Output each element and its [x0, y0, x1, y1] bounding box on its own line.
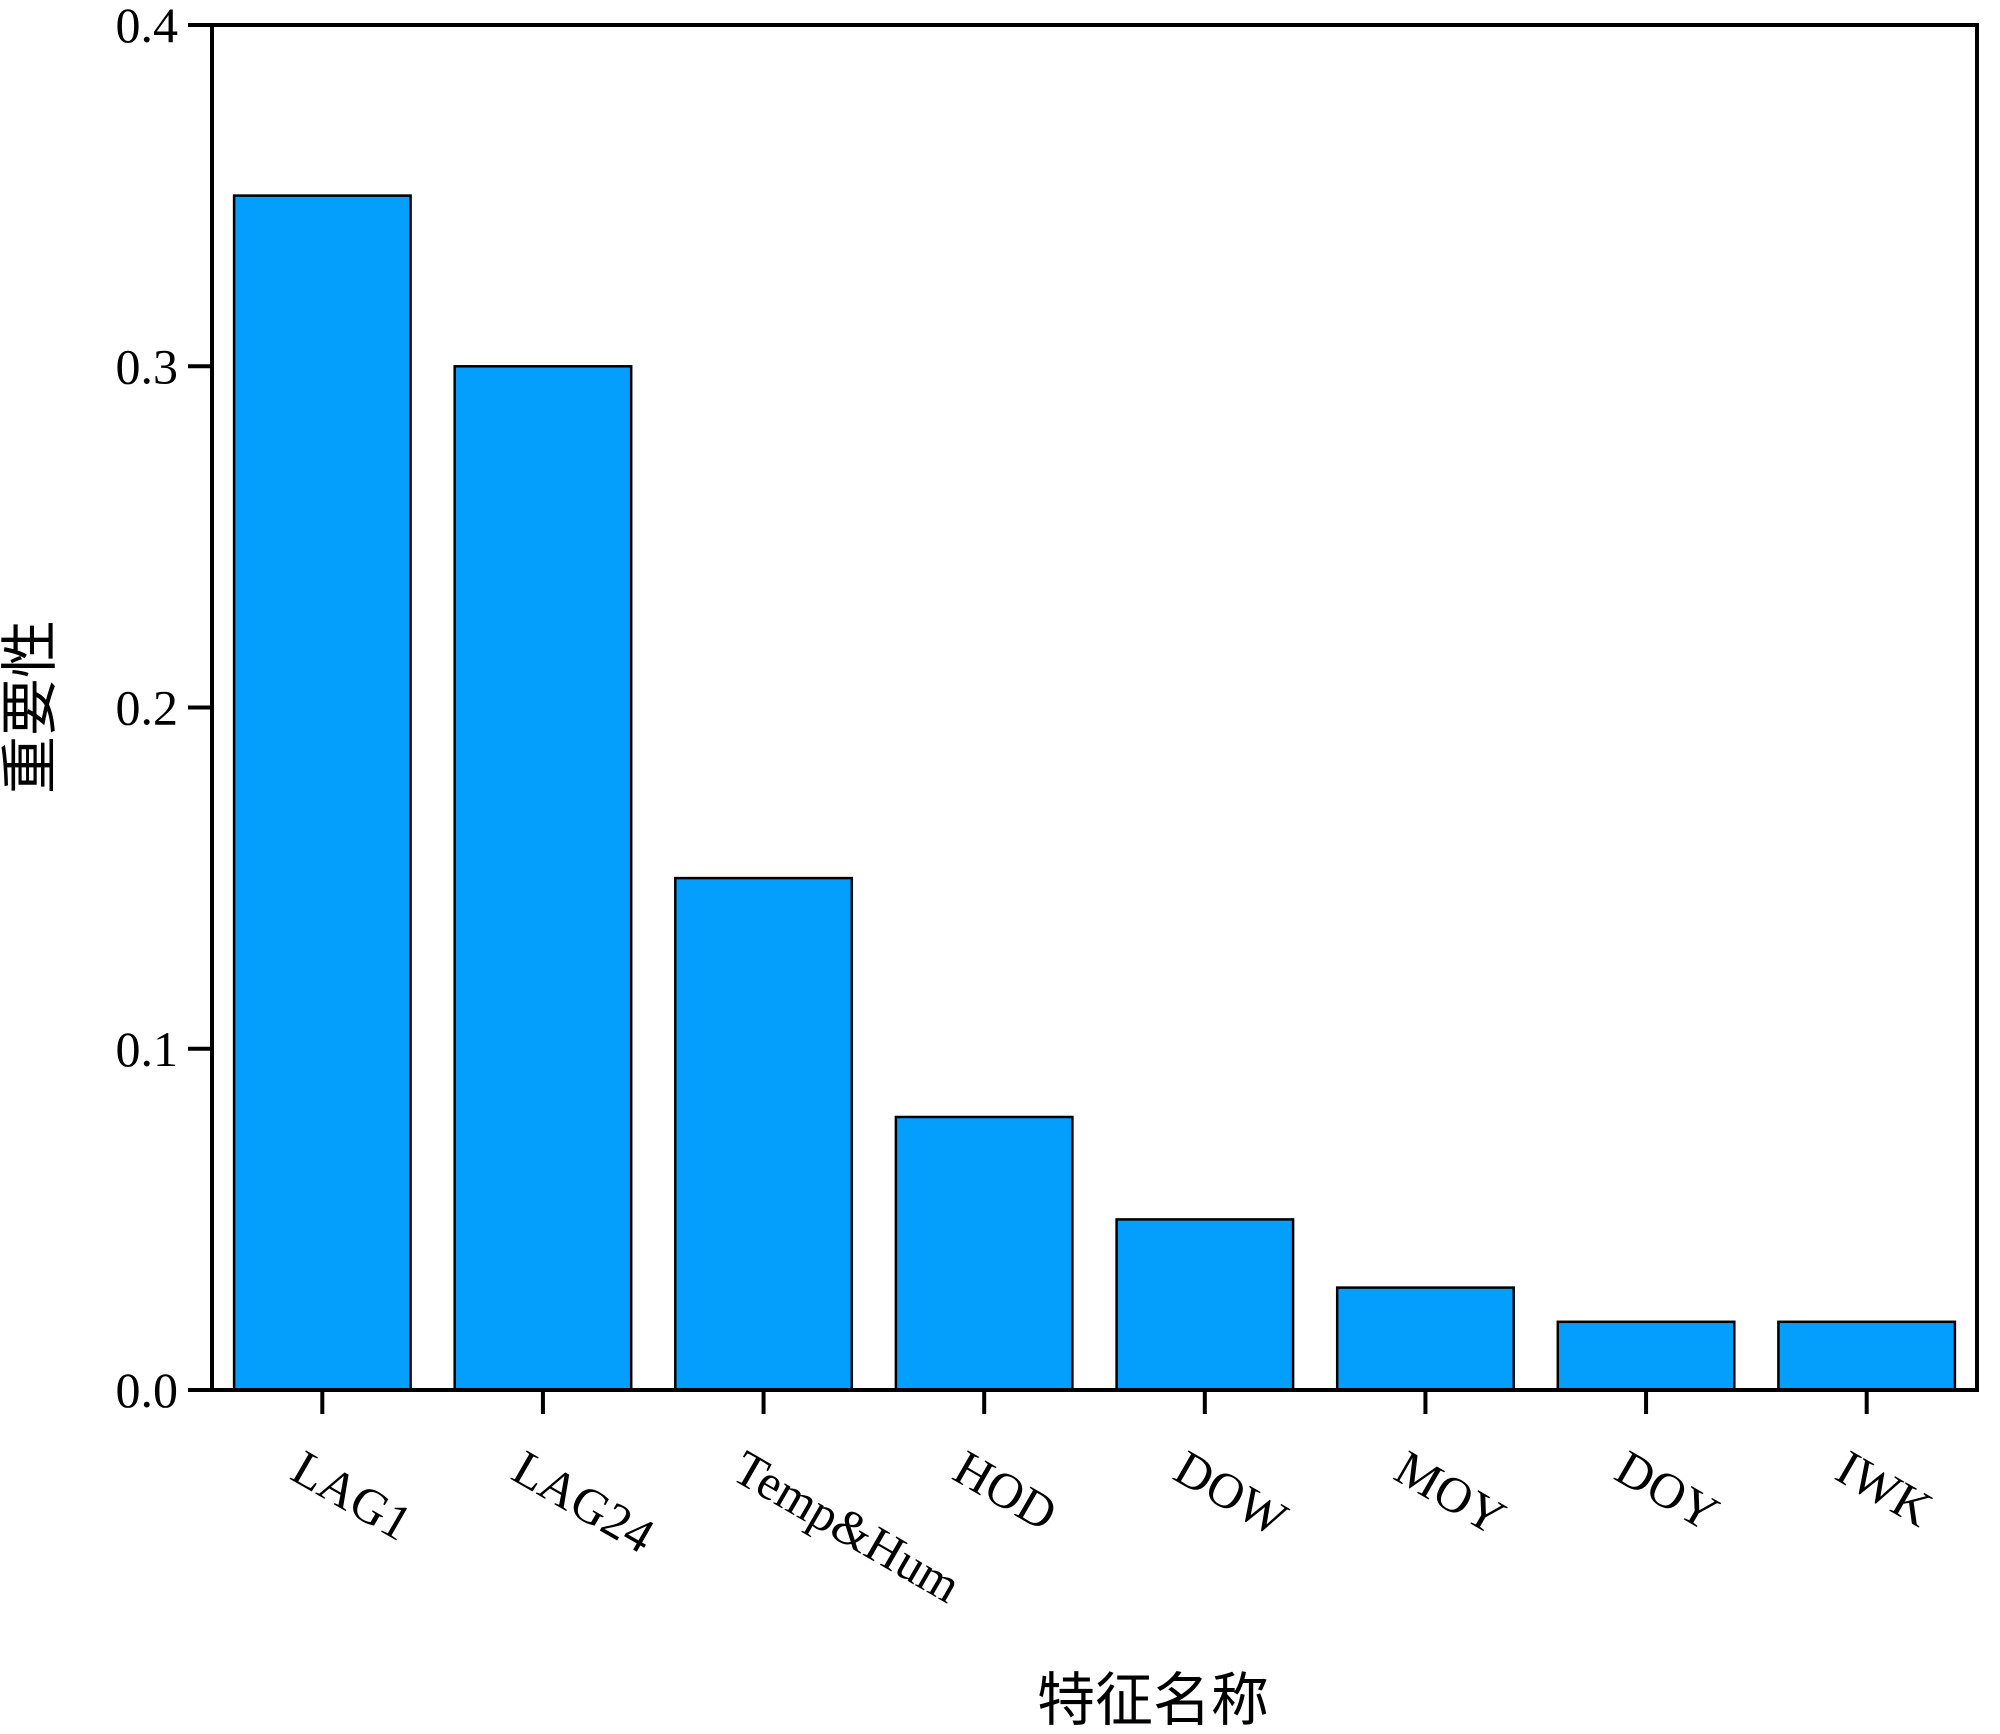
x-tick-label: DOW [1165, 1439, 1297, 1548]
x-tick-label: HOD [945, 1439, 1067, 1542]
y-axis-label: 重要性 [0, 620, 63, 794]
bar-lag24 [453, 365, 633, 1392]
bar-lag1 [232, 194, 412, 1392]
bars-group [232, 194, 1957, 1392]
bar-temp-hum [674, 876, 854, 1392]
x-axis-label: 特征名称 [1037, 1668, 1269, 1733]
y-tick-label: 0.4 [116, 0, 179, 53]
x-tick-label: MOY [1386, 1439, 1515, 1546]
y-tick-label: 0.3 [116, 338, 179, 394]
x-tick-label: IWK [1827, 1439, 1942, 1537]
x-tick-label: DOY [1607, 1439, 1729, 1542]
bar-hod [894, 1115, 1074, 1392]
x-tick-label: LAG24 [503, 1439, 663, 1564]
bar-dow [1115, 1218, 1295, 1392]
y-tick-label: 0.1 [116, 1021, 179, 1077]
x-tick-label: LAG1 [283, 1439, 422, 1551]
bar-moy [1335, 1286, 1515, 1392]
y-axis-ticks: 0.0 0.1 0.2 0.3 0.4 [116, 0, 212, 1418]
y-tick-label: 0.0 [116, 1362, 179, 1418]
bar-iwk [1777, 1320, 1957, 1392]
y-tick-label: 0.2 [116, 680, 179, 736]
bar-doy [1556, 1320, 1736, 1392]
x-tick-label: Temp&Hum [724, 1439, 970, 1614]
